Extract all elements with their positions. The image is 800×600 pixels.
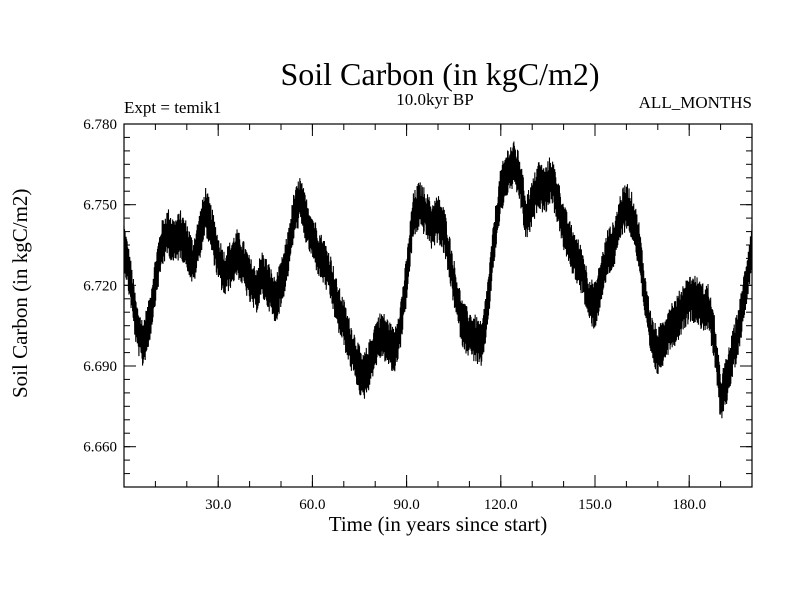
x-axis-label: Time (in years since start) — [328, 512, 548, 536]
series-layer — [123, 141, 753, 419]
y-tick-label: 6.690 — [83, 359, 117, 375]
y-tick-label: 6.780 — [83, 117, 117, 133]
x-tick-label: 90.0 — [393, 497, 419, 513]
experiment-label: Expt = temik1 — [124, 98, 222, 117]
plot-frame — [123, 123, 753, 488]
y-tick-label: 6.720 — [83, 278, 117, 294]
chart-subtitle: 10.0kyr BP — [396, 90, 474, 109]
x-tick-label: 30.0 — [205, 497, 231, 513]
x-tick-label: 150.0 — [578, 497, 612, 513]
chart-title: Soil Carbon (in kgC/m2) — [280, 56, 600, 92]
x-tick-label: 60.0 — [299, 497, 325, 513]
x-tick-label: 120.0 — [484, 497, 518, 513]
y-tick-label: 6.660 — [83, 440, 117, 456]
series-line — [123, 141, 753, 419]
y-tick-label: 6.750 — [83, 198, 117, 214]
ticks-layer: 30.0 60.0 90.0 120.0 150.0 180.0 6.780 6.750 6.7… — [83, 117, 752, 513]
months-label: ALL_MONTHS — [638, 93, 752, 112]
x-tick-label: 180.0 — [672, 497, 706, 513]
